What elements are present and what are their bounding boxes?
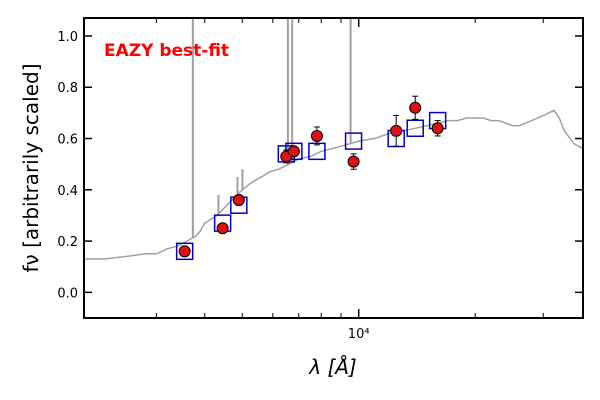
axis-ticks: 0.0 0.2 0.4 0.6 0.8 1.0 10⁴ bbox=[57, 18, 583, 342]
y-tick-label: 0.4 bbox=[57, 184, 78, 199]
model-photometry-square bbox=[406, 119, 424, 138]
observed-photometry-point bbox=[409, 101, 422, 114]
observed-photometry-point bbox=[310, 129, 323, 142]
model-photometry-square bbox=[344, 132, 363, 150]
observed-photometry-point bbox=[347, 155, 360, 168]
y-tick-label: 1.0 bbox=[57, 30, 78, 45]
template-spectrum-line bbox=[84, 109, 583, 260]
observed-photometry-point bbox=[216, 222, 229, 235]
observed-photometry-point bbox=[390, 124, 403, 137]
y-tick-label: 0.2 bbox=[57, 235, 78, 250]
observed-photometry-point bbox=[431, 122, 444, 135]
plot-contents bbox=[84, 18, 583, 261]
x-axis-label: λ [Å] bbox=[308, 355, 356, 379]
chart-annotation: EAZY best-fit bbox=[104, 41, 229, 61]
y-tick-label: 0.0 bbox=[57, 286, 78, 301]
observed-photometry-point bbox=[287, 145, 300, 158]
model-photometry-square bbox=[175, 242, 194, 261]
observed-photometry-point bbox=[178, 245, 191, 258]
y-tick-label: 0.8 bbox=[57, 81, 78, 96]
axes-frame bbox=[83, 17, 584, 319]
y-axis-label: fν [arbitrarily scaled] bbox=[19, 64, 43, 273]
x-tick-label: 10⁴ bbox=[348, 327, 370, 342]
plot-area bbox=[84, 18, 583, 261]
y-tick-label: 0.6 bbox=[57, 133, 78, 148]
observed-photometry-point bbox=[232, 194, 245, 207]
